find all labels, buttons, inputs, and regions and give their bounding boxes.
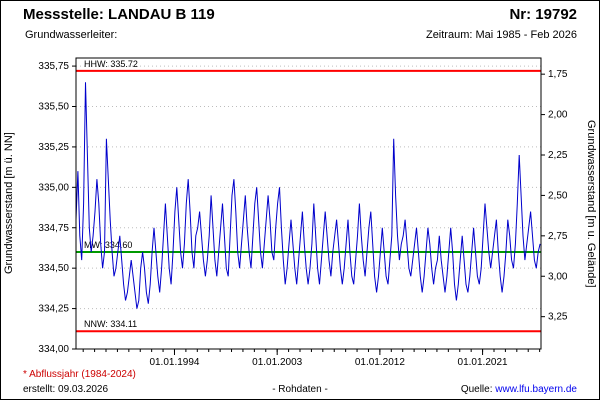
y-axis-title-right: Grundwasserstand [m u. Gelände] <box>585 119 597 288</box>
nnw-label: NNW: 334.11 <box>84 319 137 329</box>
mw-label: MW: 334.60 <box>84 240 132 250</box>
y-tick-label-left: 335,00 <box>38 182 69 193</box>
x-tick-label: 01.01.2021 <box>458 357 508 368</box>
y-tick-label-left: 334,25 <box>38 304 69 315</box>
y-tick-label-left: 335,50 <box>38 102 69 113</box>
y-tick-label-right: 2,50 <box>548 190 568 201</box>
y-tick-label-left: 335,75 <box>38 61 69 72</box>
source-link[interactable]: www.lfu.bayern.de <box>495 384 577 395</box>
y-tick-label-right: 3,00 <box>548 271 568 282</box>
y-tick-label-right: 2,00 <box>548 110 568 121</box>
hhw-label: HHW: 335.72 <box>84 59 138 69</box>
y-tick-label-right: 3,25 <box>548 312 568 323</box>
y-tick-label-right: 2,75 <box>548 231 568 242</box>
created-date: erstellt: 09.03.2026 <box>23 384 109 395</box>
series-line <box>75 82 541 309</box>
x-tick-label: 01.01.2012 <box>355 357 405 368</box>
y-tick-label-left: 334,50 <box>38 263 69 274</box>
rohdaten-label: - Rohdaten - <box>272 384 328 395</box>
aquifer-label: Grundwasserleiter: <box>25 29 118 41</box>
station-number: Nr: 19792 <box>509 6 577 23</box>
footnote-abflussjahr: * Abflussjahr (1984-2024) <box>23 369 136 380</box>
y-tick-label-right: 1,75 <box>548 69 568 80</box>
y-tick-label-right: 2,25 <box>548 150 568 161</box>
page-title: Messstelle: LANDAU B 119 <box>23 6 215 23</box>
y-tick-label-left: 334,75 <box>38 223 69 234</box>
period-label: Zeitraum: Mai 1985 - Feb 2026 <box>425 29 577 41</box>
source-line: Quelle: www.lfu.bayern.de <box>461 384 577 395</box>
source-label: Quelle: <box>460 384 493 395</box>
y-axis-title-left: Grundwasserstand [m ü. NN] <box>3 132 15 275</box>
plot-border <box>75 57 542 350</box>
y-tick-label-left: 334,00 <box>38 344 69 355</box>
y-tick-label-left: 335,25 <box>38 142 69 153</box>
x-tick-label: 01.01.2003 <box>252 357 302 368</box>
x-tick-label: 01.01.1994 <box>149 357 199 368</box>
